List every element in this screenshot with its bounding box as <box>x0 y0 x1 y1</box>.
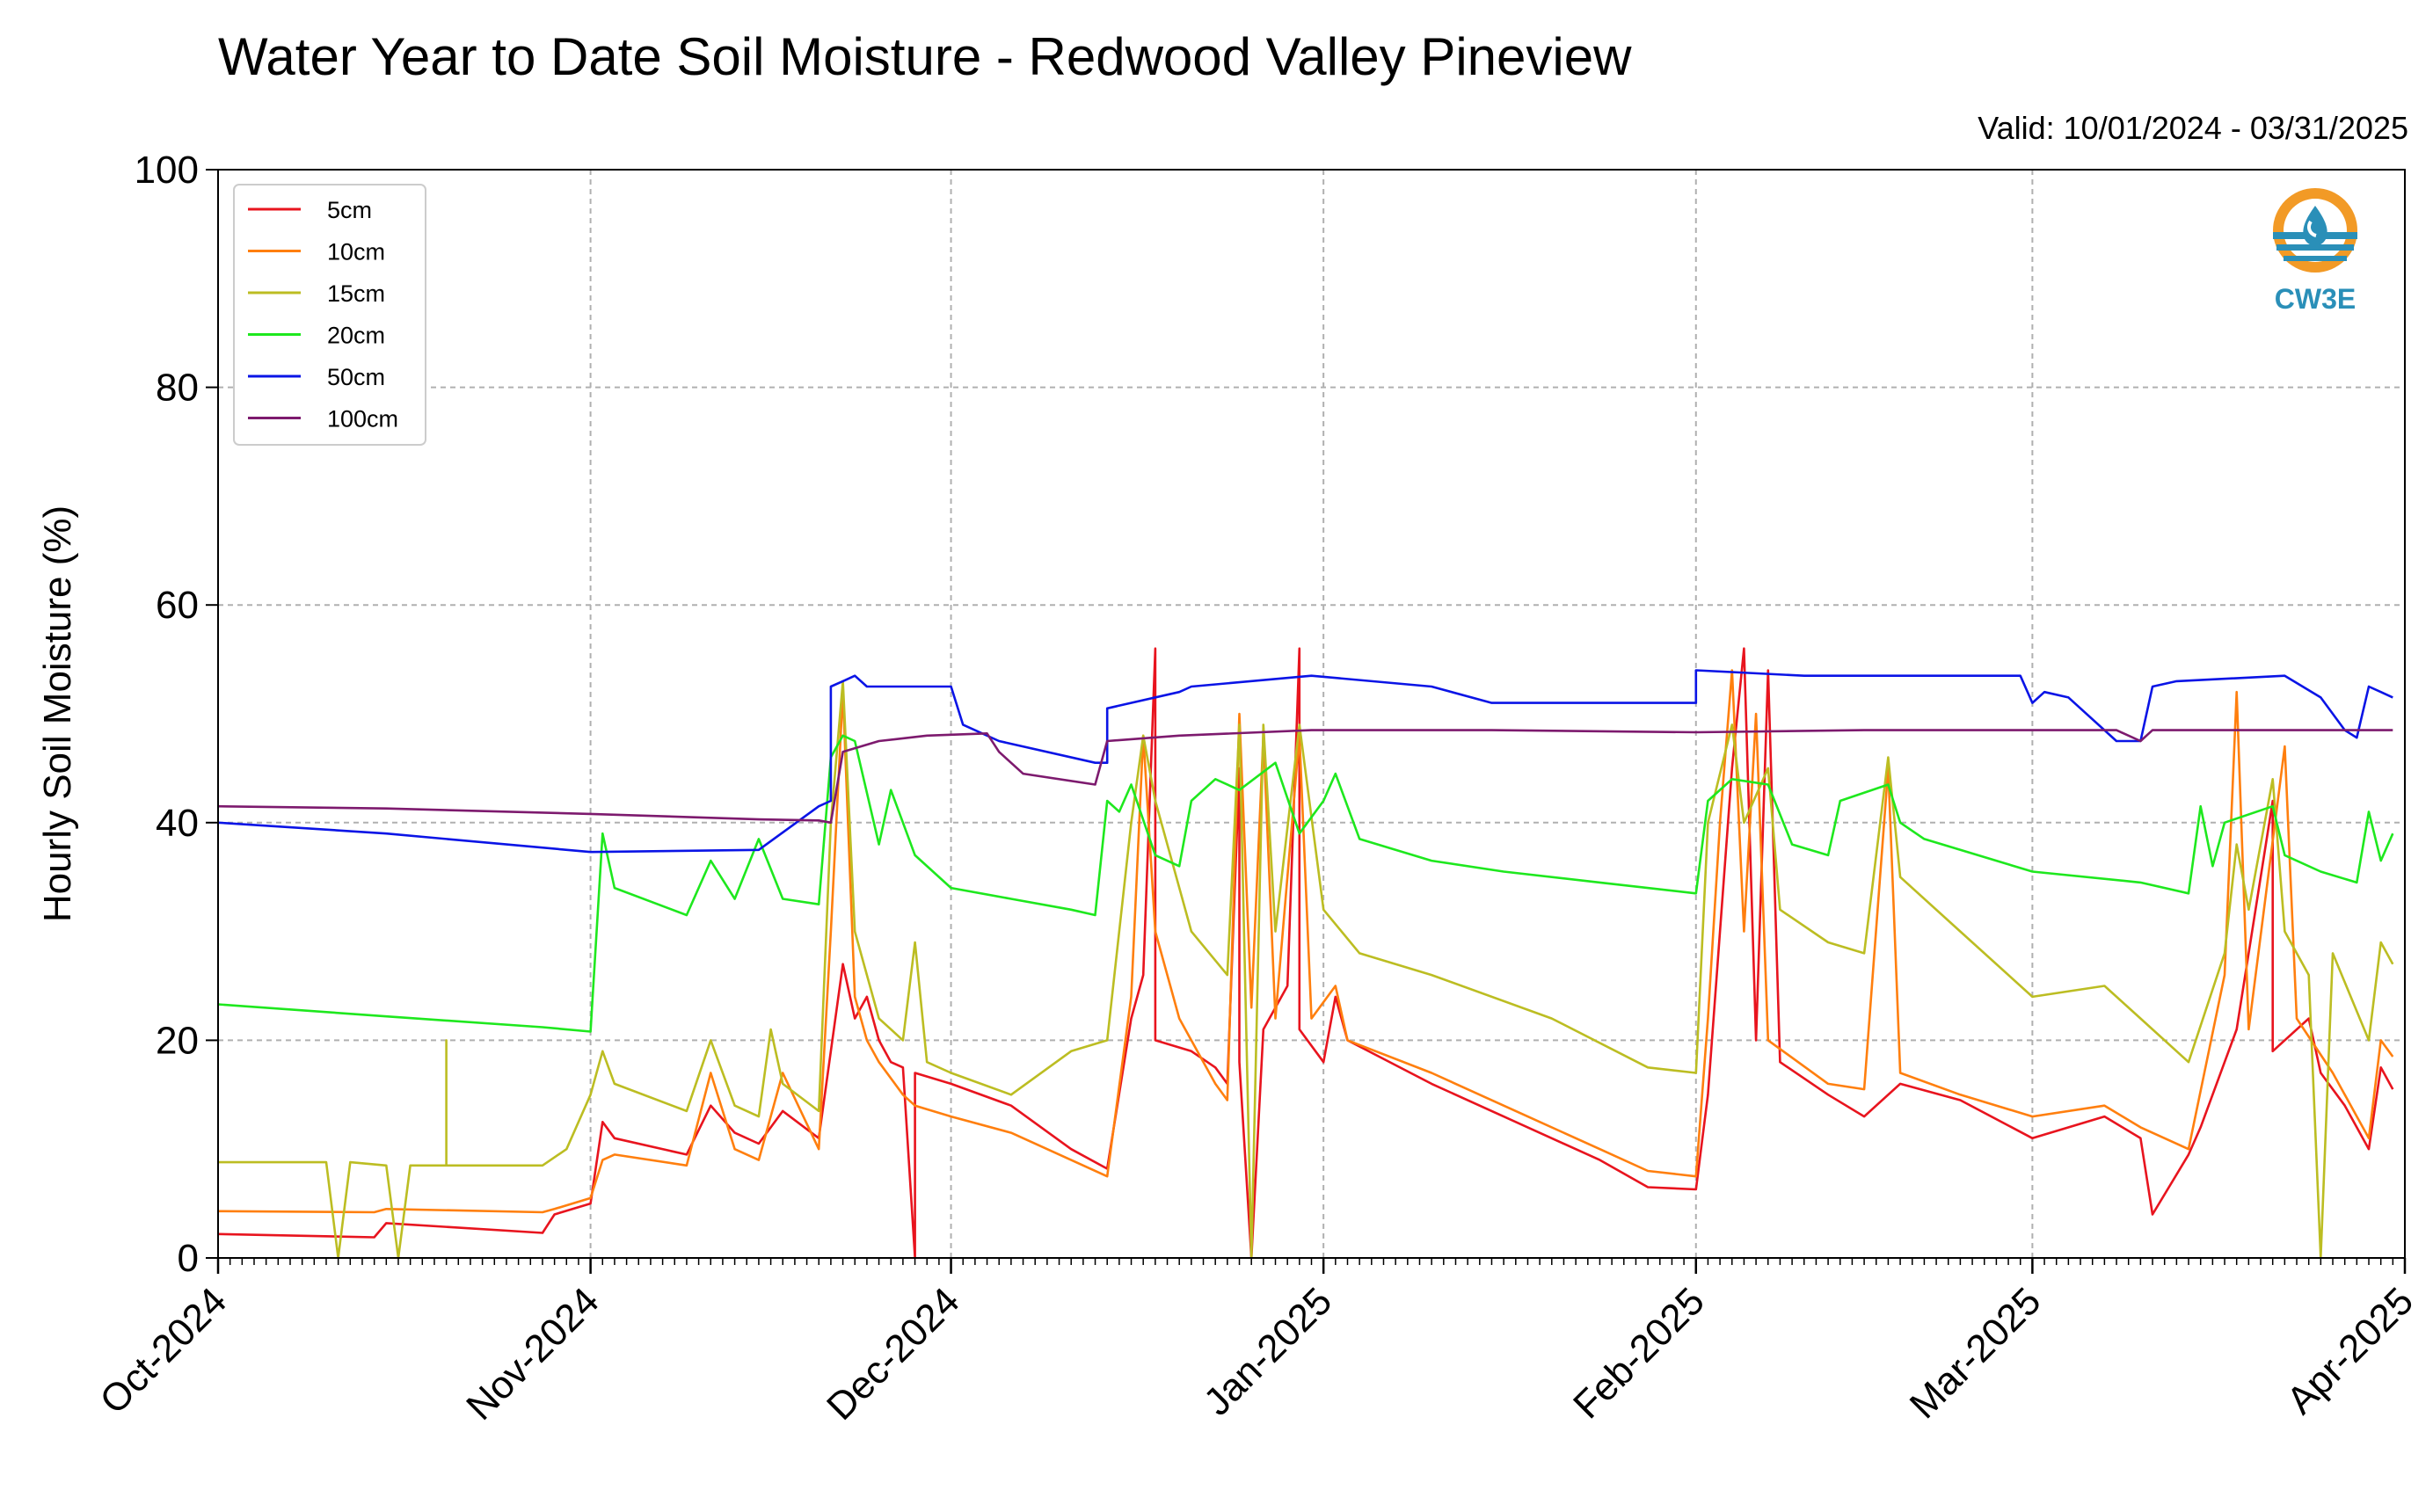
series-line-10cm <box>217 669 2394 1214</box>
grid-lines <box>218 170 2405 1258</box>
x-tick-label: Mar-2025 <box>1902 1279 2050 1427</box>
x-tick-label: Jan-2025 <box>1196 1279 1340 1423</box>
series-line-20cm <box>217 734 2394 1033</box>
x-axis: Oct-2024 Nov-2024 Dec-2024 Jan-2025 Feb-2025… <box>91 1258 2422 1428</box>
series-line-15cm <box>218 680 2394 1260</box>
plot-frame <box>217 169 2406 1259</box>
legend-label-10cm: 10cm <box>327 239 385 265</box>
legend-label-100cm: 100cm <box>327 406 398 433</box>
y-axis: 0 20 40 60 80 100 <box>135 149 218 1280</box>
series-line-5cm <box>217 647 2394 1260</box>
cw3e-water-drop-logo-icon <box>2273 188 2357 273</box>
x-tick-label: Feb-2025 <box>1565 1279 1713 1427</box>
logo-text: CW3E <box>2275 283 2356 315</box>
y-axis-label: Hourly Soil Moisture (%) <box>36 505 79 922</box>
cw3e-logo: CW3E <box>2273 188 2357 315</box>
valid-date-range: Valid: 10/01/2024 - 03/31/2025 <box>1978 110 2408 146</box>
legend-label-50cm: 50cm <box>327 364 385 390</box>
chart-title: Water Year to Date Soil Moisture - Redwo… <box>218 27 1632 86</box>
legend-label-15cm: 15cm <box>327 280 385 307</box>
y-tick-label: 60 <box>156 584 199 627</box>
x-tick-label: Dec-2024 <box>819 1279 968 1428</box>
y-tick-label: 20 <box>156 1019 199 1062</box>
y-tick-label: 40 <box>156 802 199 845</box>
x-tick-label: Apr-2025 <box>2278 1279 2422 1422</box>
x-tick-label: Nov-2024 <box>458 1279 608 1428</box>
y-tick-label: 100 <box>135 149 199 192</box>
series-line-100cm <box>217 729 2393 825</box>
series-line-50cm <box>217 669 2393 854</box>
y-tick-label: 0 <box>178 1237 199 1280</box>
x-tick-label: Oct-2024 <box>91 1279 235 1422</box>
legend-label-5cm: 5cm <box>327 197 372 223</box>
series-layer <box>217 647 2394 1260</box>
y-tick-label: 80 <box>156 367 199 410</box>
legend-label-20cm: 20cm <box>327 323 385 349</box>
legend: 5cm 10cm 15cm 20cm 50cm 100cm <box>233 184 426 446</box>
